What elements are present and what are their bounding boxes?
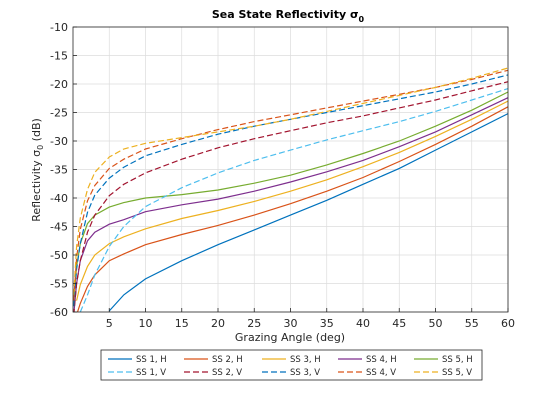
- y-tick-label: -50: [50, 249, 68, 262]
- legend-label: SS 5, V: [442, 368, 472, 378]
- series-line-6: [79, 88, 508, 312]
- grid-lines: [73, 26, 509, 313]
- legend-label: SS 5, H: [442, 355, 473, 365]
- chart-title-subscript: 0: [359, 15, 365, 24]
- y-tick-label: -15: [50, 50, 68, 63]
- x-tick-label: 25: [247, 317, 261, 330]
- y-tick-label: -55: [50, 278, 68, 291]
- x-tick-label: 10: [139, 317, 153, 330]
- x-tick-label: 30: [284, 317, 298, 330]
- legend: SS 1, H SS 2, H SS 3, H SS 4, H SS 5, H SS 1,…: [100, 349, 483, 381]
- x-tick-label: 45: [392, 317, 406, 330]
- y-tick-label: -35: [50, 164, 68, 177]
- legend-label: SS 4, H: [366, 355, 397, 365]
- y-axis-label: Reflectivity σ0 (dB): [30, 118, 45, 222]
- series-line-3: [76, 100, 508, 301]
- y-tick-label: -40: [50, 192, 68, 205]
- y-tick-label: -20: [50, 78, 68, 91]
- legend-label: SS 1, V: [136, 368, 166, 378]
- x-tick-label: 50: [429, 317, 443, 330]
- legend-box: [100, 349, 483, 381]
- y-axis-label-subscript: 0: [36, 145, 45, 150]
- legend-label: SS 2, H: [212, 355, 243, 365]
- y-axis-label-unit: (dB): [30, 118, 43, 145]
- series-line-1: [108, 113, 508, 312]
- x-axis-label: Grazing Angle (deg): [235, 331, 345, 344]
- chart-title: Sea State Reflectivity σ0: [212, 8, 365, 24]
- legend-label: SS 4, V: [366, 368, 396, 378]
- legend-label: SS 1, H: [136, 355, 167, 365]
- x-tick-label: 40: [356, 317, 370, 330]
- legend-label: SS 3, V: [290, 368, 320, 378]
- x-tick-label: 20: [211, 317, 225, 330]
- chart-title-main: Sea State Reflectivity σ: [212, 8, 359, 21]
- series-line-10: [73, 67, 508, 295]
- x-tick-label: 5: [106, 317, 113, 330]
- series-line-7: [73, 81, 508, 312]
- series-line-9: [73, 69, 508, 301]
- series-layer: [73, 67, 508, 312]
- y-axis-label-main: Reflectivity σ: [30, 150, 43, 222]
- y-tick-label: -45: [50, 221, 68, 234]
- series-line-8: [73, 74, 508, 307]
- x-tick-label: 15: [175, 317, 189, 330]
- x-tick-label: 35: [320, 317, 334, 330]
- x-tick-label: 60: [501, 317, 515, 330]
- series-line-4: [73, 97, 508, 312]
- series-line-2: [76, 106, 508, 312]
- y-tick-label: -25: [50, 107, 68, 120]
- series-line-5: [73, 91, 508, 301]
- legend-label: SS 3, H: [290, 355, 321, 365]
- y-tick-label: -60: [50, 306, 68, 319]
- y-axis-ticks: -60 -55 -50 -45 -40 -35 -30 -25 -20 -15 -10: [50, 21, 77, 319]
- x-axis-ticks: 5 10 15 20 25 30 35 40 45 50 55 60: [106, 308, 515, 330]
- legend-label: SS 2, V: [212, 368, 242, 378]
- y-tick-label: -10: [50, 21, 68, 34]
- x-tick-label: 55: [465, 317, 479, 330]
- y-tick-label: -30: [50, 135, 68, 148]
